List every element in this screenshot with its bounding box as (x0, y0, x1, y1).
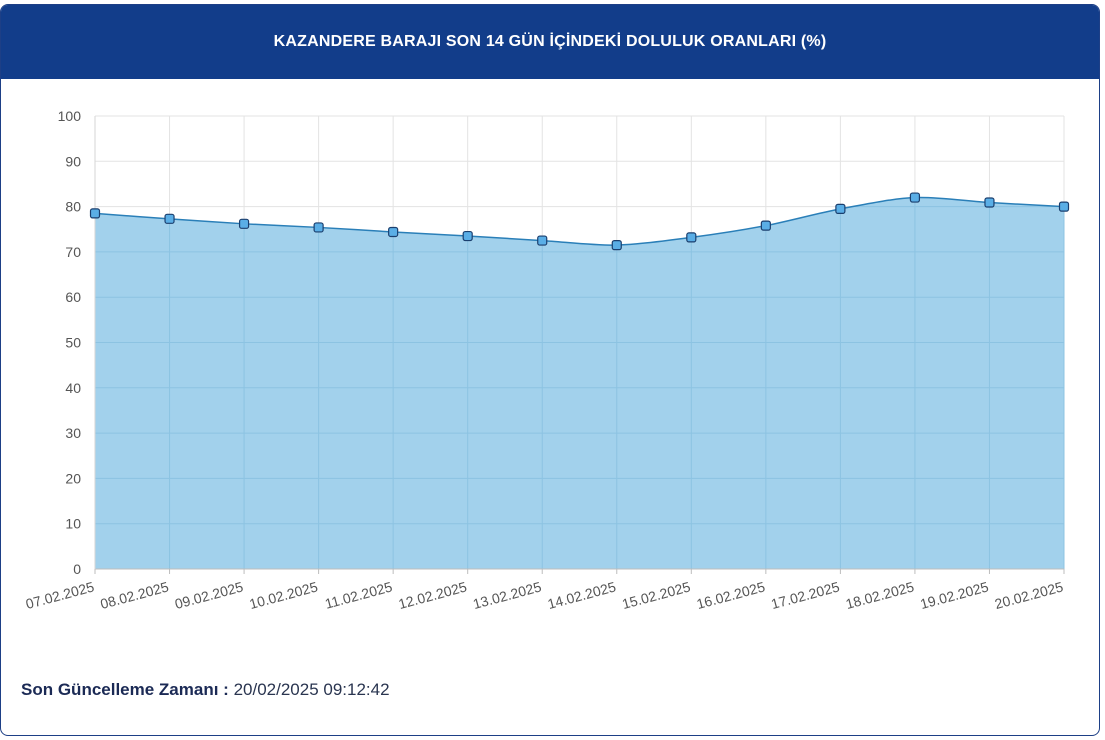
y-tick-label: 50 (65, 335, 81, 351)
y-tick-label: 100 (58, 108, 82, 124)
y-tick-label: 30 (65, 425, 81, 441)
x-tick-label: 19.02.2025 (918, 578, 990, 612)
data-point (89, 208, 101, 219)
y-tick-label: 60 (65, 289, 81, 305)
y-tick-label: 0 (73, 561, 81, 577)
data-point (388, 226, 399, 238)
card-header: KAZANDERE BARAJI SON 14 GÜN İÇİNDEKİ DOL… (1, 5, 1099, 79)
x-tick-label: 12.02.2025 (397, 578, 469, 612)
last-update-label: Son Güncelleme Zamanı (21, 680, 219, 699)
y-tick-label: 90 (65, 153, 81, 169)
x-tick-label: 14.02.2025 (546, 578, 618, 612)
chart-title: KAZANDERE BARAJI SON 14 GÜN İÇİNDEKİ DOL… (273, 33, 827, 50)
data-point (462, 230, 473, 242)
y-tick-label: 40 (65, 380, 81, 396)
last-update-value: 20/02/2025 09:12:42 (233, 680, 390, 699)
data-point (611, 240, 622, 251)
x-tick-label: 09.02.2025 (173, 578, 245, 612)
x-tick-label: 11.02.2025 (323, 578, 394, 611)
x-tick-label: 15.02.2025 (620, 578, 692, 612)
x-tick-label: 20.02.2025 (993, 578, 1065, 612)
x-tick-label: 07.02.2025 (24, 578, 96, 612)
data-point (238, 218, 250, 229)
series-line (94, 196, 1065, 246)
x-tick-label: 08.02.2025 (98, 578, 170, 612)
data-point (164, 213, 175, 224)
last-update: Son Güncelleme Zamanı : 20/02/2025 09:12… (21, 680, 390, 700)
y-tick-label: 20 (65, 470, 81, 486)
data-point (984, 197, 995, 208)
area-fill (95, 197, 1064, 569)
x-tick-label: 10.02.2025 (248, 578, 320, 612)
area-chart: 0 10 20 30 40 50 60 70 80 90 100 07.02.2025 08.02.20… (24, 108, 1070, 612)
x-tick-label: 16.02.2025 (695, 578, 767, 612)
data-point (313, 222, 324, 233)
y-tick-label: 10 (65, 516, 81, 532)
data-point (1058, 201, 1070, 212)
last-update-separator: : (218, 680, 234, 699)
data-point (537, 235, 548, 246)
data-point (760, 220, 771, 231)
chart-area: 0 10 20 30 40 50 60 70 80 90 100 07.02.2025 08.02.20… (24, 108, 1070, 612)
x-tick-label: 13.02.2025 (471, 578, 543, 612)
data-point (686, 232, 697, 243)
x-tick-label: 18.02.2025 (844, 578, 916, 612)
y-tick-label: 80 (65, 199, 81, 215)
y-tick-label: 70 (65, 244, 81, 260)
data-point (909, 192, 921, 203)
data-point (835, 203, 846, 214)
x-tick-label: 17.02.2025 (769, 578, 841, 612)
